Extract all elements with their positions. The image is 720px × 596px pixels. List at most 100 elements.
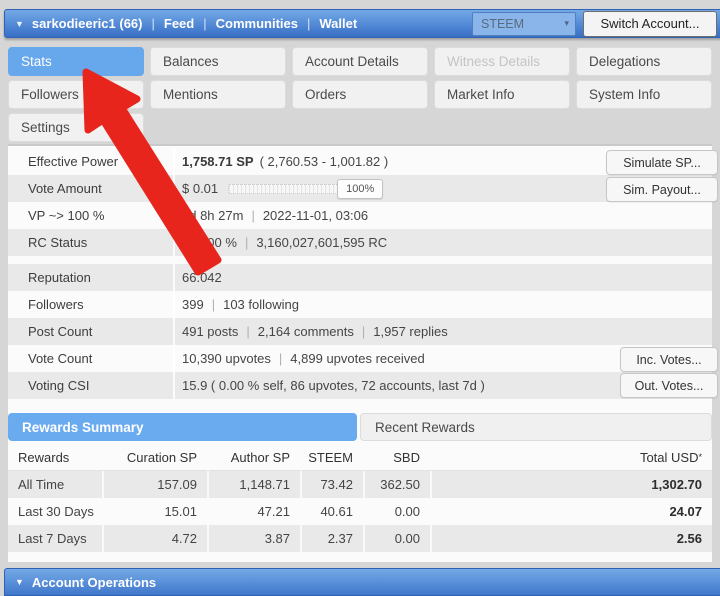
tab-orders[interactable]: Orders: [292, 80, 428, 109]
rc-value: 3,160,027,601,595 RC: [256, 235, 388, 250]
vp-date: 2022-11-01, 03:06: [262, 208, 369, 223]
total-usd-asterisk: *: [698, 452, 702, 462]
value-separator: |: [278, 351, 283, 366]
simulate-sp-label: Simulate SP...: [623, 155, 701, 170]
table-row: All Time 157.09 1,148.71 73.42 362.50 1,…: [8, 471, 712, 498]
author-sp-value: 1,148.71: [207, 471, 300, 498]
row-post-count: Post Count 491 posts | 2,164 comments | …: [8, 318, 712, 345]
voting-csi-value: 15.9 ( 0.00 % self, 86 upvotes, 72 accou…: [182, 378, 485, 393]
col-total-usd-label: Total USD: [639, 449, 699, 465]
reputation-value: 66.042: [182, 270, 222, 285]
nav-wallet[interactable]: Wallet: [319, 16, 358, 31]
vote-amount-value: $ 0.01: [182, 181, 219, 196]
total-usd-value: 2.56: [430, 525, 712, 552]
nav-communities[interactable]: Communities: [215, 16, 298, 31]
network-select[interactable]: STEEM ▾: [472, 11, 576, 36]
row-rc-status: RC Status 100.00 % | 3,160,027,601,595 R…: [8, 229, 712, 256]
incoming-votes-label: Inc. Votes...: [636, 352, 702, 367]
tab-balances[interactable]: Balances: [150, 47, 286, 76]
stat-label: RC Status: [8, 229, 175, 256]
stat-label: Voting CSI: [8, 372, 175, 399]
steem-value: 73.42: [300, 471, 363, 498]
chevron-down-icon: ▾: [564, 18, 569, 28]
value-separator: |: [246, 324, 250, 339]
vote-weight-handle[interactable]: 100%: [337, 178, 384, 199]
tab-recent-rewards[interactable]: Recent Rewards: [360, 413, 712, 441]
posts-count: 491 posts: [182, 324, 239, 339]
replies-count: 1,957 replies: [373, 324, 448, 339]
tab-rewards-summary[interactable]: Rewards Summary: [8, 413, 357, 441]
curation-sp-value: 157.09: [102, 471, 207, 498]
outgoing-votes-label: Out. Votes...: [634, 378, 704, 393]
account-collapse-icon[interactable]: ▼: [15, 18, 24, 29]
upvotes-count: 10,390 upvotes: [182, 351, 271, 366]
total-usd-value: 1,302.70: [430, 471, 712, 498]
curation-sp-value: 4.72: [102, 525, 207, 552]
tab-followers[interactable]: Followers: [8, 80, 144, 109]
stat-label: Post Count: [8, 318, 175, 345]
sbd-value: 0.00: [363, 525, 430, 552]
steem-value: 40.61: [300, 498, 363, 525]
sbd-value: 0.00: [363, 498, 430, 525]
upvotes-received-count: 4,899 upvotes received: [290, 351, 425, 366]
col-sbd: SBD: [363, 444, 430, 470]
sim-payout-button[interactable]: Sim. Payout...: [606, 177, 718, 202]
stat-label: VP ~> 100 %: [8, 202, 175, 229]
stat-label: Vote Count: [8, 345, 175, 372]
tab-stats[interactable]: Stats: [8, 47, 144, 76]
steem-value: 2.37: [300, 525, 363, 552]
tab-mentions[interactable]: Mentions: [150, 80, 286, 109]
tab-grid: Stats Balances Account Details Witness D…: [8, 47, 712, 142]
simulate-sp-button[interactable]: Simulate SP...: [606, 150, 718, 175]
vp-time: 1d 8h 27m: [182, 208, 244, 223]
value-separator: |: [211, 297, 216, 312]
curation-sp-value: 15.01: [102, 498, 207, 525]
row-vote-count: Vote Count 10,390 upvotes | 4,899 upvote…: [8, 345, 712, 372]
vote-weight-slider[interactable]: [228, 183, 347, 194]
table-row: Last 7 Days 4.72 3.87 2.37 0.00 2.56: [8, 525, 712, 552]
tab-settings[interactable]: Settings: [8, 113, 144, 142]
stat-label: Effective Power: [8, 148, 175, 175]
network-select-value: STEEM: [481, 16, 525, 31]
account-operations-header[interactable]: ▼ Account Operations: [4, 568, 720, 596]
incoming-votes-button[interactable]: Inc. Votes...: [620, 347, 718, 372]
table-row: Last 30 Days 15.01 47.21 40.61 0.00 24.0…: [8, 498, 712, 525]
switch-account-button[interactable]: Switch Account...: [583, 10, 717, 37]
top-bar: ▼ sarkodieeric1 (66) | Feed | Communitie…: [4, 9, 720, 38]
nav-feed[interactable]: Feed: [163, 16, 195, 31]
switch-account-label: Switch Account...: [600, 16, 700, 31]
stat-label: Reputation: [8, 264, 175, 291]
rc-percent: 100.00 %: [182, 235, 237, 250]
nav-separator: |: [306, 16, 311, 31]
total-usd-value: 24.07: [430, 498, 712, 525]
row-label: Last 30 Days: [18, 504, 94, 519]
tab-system-info[interactable]: System Info: [576, 80, 712, 109]
followers-count: 399: [182, 297, 204, 312]
row-reputation: Reputation 66.042: [8, 264, 712, 291]
section-collapse-icon: ▼: [15, 577, 24, 587]
outgoing-votes-button[interactable]: Out. Votes...: [620, 373, 718, 398]
author-sp-value: 3.87: [207, 525, 300, 552]
tab-delegations[interactable]: Delegations: [576, 47, 712, 76]
value-separator: |: [361, 324, 366, 339]
comments-count: 2,164 comments: [257, 324, 354, 339]
row-voting-csi: Voting CSI 15.9 ( 0.00 % self, 86 upvote…: [8, 372, 712, 399]
row-label: Last 7 Days: [18, 531, 87, 546]
account-operations-title: Account Operations: [31, 574, 157, 590]
following-count: 103 following: [223, 297, 299, 312]
col-total-usd: Total USD *: [430, 444, 712, 470]
sbd-value: 362.50: [363, 471, 430, 498]
tab-account-details[interactable]: Account Details: [292, 47, 428, 76]
nav-separator: |: [151, 16, 155, 31]
account-name[interactable]: sarkodieeric1 (66): [31, 16, 143, 31]
value-separator: |: [251, 208, 255, 223]
effective-power-detail: ( 2,760.53 - 1,001.82 ): [259, 154, 389, 169]
tab-market-info[interactable]: Market Info: [434, 80, 570, 109]
value-separator: |: [244, 235, 249, 250]
row-label: All Time: [18, 477, 65, 492]
row-followers: Followers 399 | 103 following: [8, 291, 712, 318]
row-vp-recharge: VP ~> 100 % 1d 8h 27m | 2022-11-01, 03:0…: [8, 202, 712, 229]
rewards-header-row: Rewards Curation SP Author SP STEEM SBD …: [8, 444, 712, 471]
stat-label: Vote Amount: [8, 175, 175, 202]
effective-power-value: 1,758.71 SP: [182, 154, 254, 169]
